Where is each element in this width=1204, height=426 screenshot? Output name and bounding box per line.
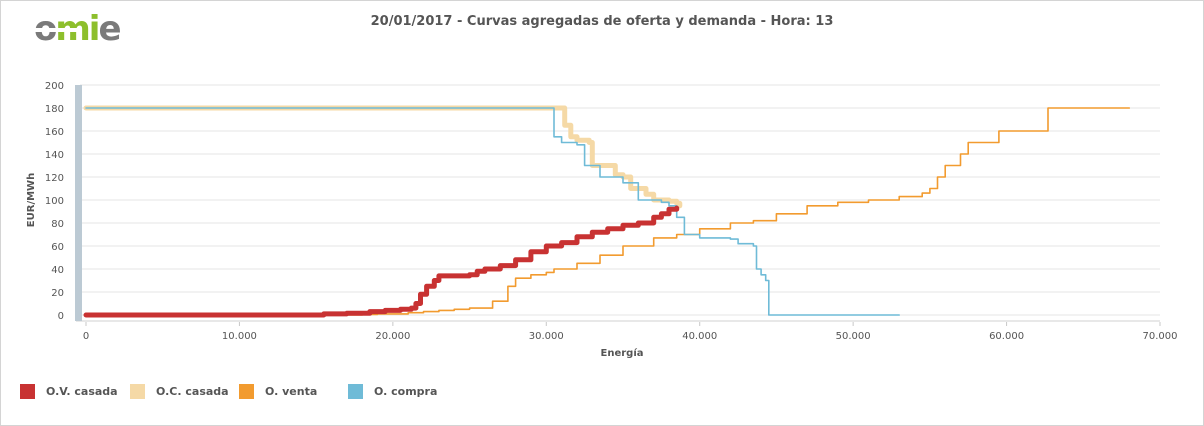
y-axis-band [75, 85, 82, 321]
y-tick-label: 140 [45, 150, 64, 161]
legend-item-ov-casada[interactable]: O.V. casada [20, 383, 118, 399]
y-tick-label: 100 [45, 196, 64, 207]
omie-logo: omie [34, 9, 144, 50]
y-tick-label: 120 [45, 173, 64, 184]
legend-label: O. venta [265, 384, 318, 398]
x-axis-label: Energía [601, 347, 644, 359]
y-tick-label: 80 [51, 219, 64, 230]
legend-label: O.V. casada [46, 384, 118, 398]
series-line-o-venta[interactable] [85, 107, 1131, 316]
x-tick-label: 0 [83, 331, 89, 342]
y-tick-label: 0 [58, 311, 64, 322]
legend-item-oc-casada[interactable]: O.C. casada [130, 383, 229, 399]
x-tick-labels: 0 10.000 20.000 30.000 40.000 50.000 60.000 70.… [83, 331, 1178, 342]
y-tick-label: 20 [51, 288, 64, 299]
legend-item-o-compra[interactable]: O. compra [348, 383, 437, 399]
y-tick-label: 60 [51, 242, 64, 253]
x-tick-label: 30.000 [529, 331, 564, 342]
svg-text:omie: omie [34, 10, 120, 49]
legend-label: O. compra [374, 384, 438, 398]
x-tick-label: 70.000 [1143, 331, 1178, 342]
x-tick-label: 10.000 [222, 331, 257, 342]
legend-swatch-o-venta [239, 383, 254, 399]
legend-item-o-venta[interactable]: O. venta [239, 383, 317, 399]
y-tick-label: 40 [51, 265, 64, 276]
legend-swatch-ov-casada [20, 383, 35, 399]
chart-title: 20/01/2017 - Curvas agregadas de oferta … [370, 14, 834, 29]
legend-label: O.C. casada [156, 384, 229, 398]
y-axis-label: EUR/MWh [26, 173, 37, 227]
series-line-o-c-casada[interactable] [83, 105, 683, 209]
series-lines [83, 105, 1131, 318]
x-tick-label: 60.000 [989, 331, 1024, 342]
legend-swatch-o-compra [348, 383, 363, 399]
x-tick-label: 40.000 [682, 331, 717, 342]
x-tick-label: 20.000 [375, 331, 410, 342]
y-tick-label: 160 [45, 127, 64, 138]
y-tick-label: 180 [45, 104, 64, 115]
series-line-o-v-casada[interactable] [83, 205, 680, 318]
legend-swatch-oc-casada [130, 383, 145, 399]
grid-lines [76, 84, 1161, 326]
y-tick-labels: 0 20 40 60 80 100 120 140 160 180 200 [45, 81, 64, 322]
x-tick-label: 50.000 [836, 331, 871, 342]
y-tick-label: 200 [45, 81, 64, 92]
series-line-o-compra[interactable] [85, 107, 900, 316]
